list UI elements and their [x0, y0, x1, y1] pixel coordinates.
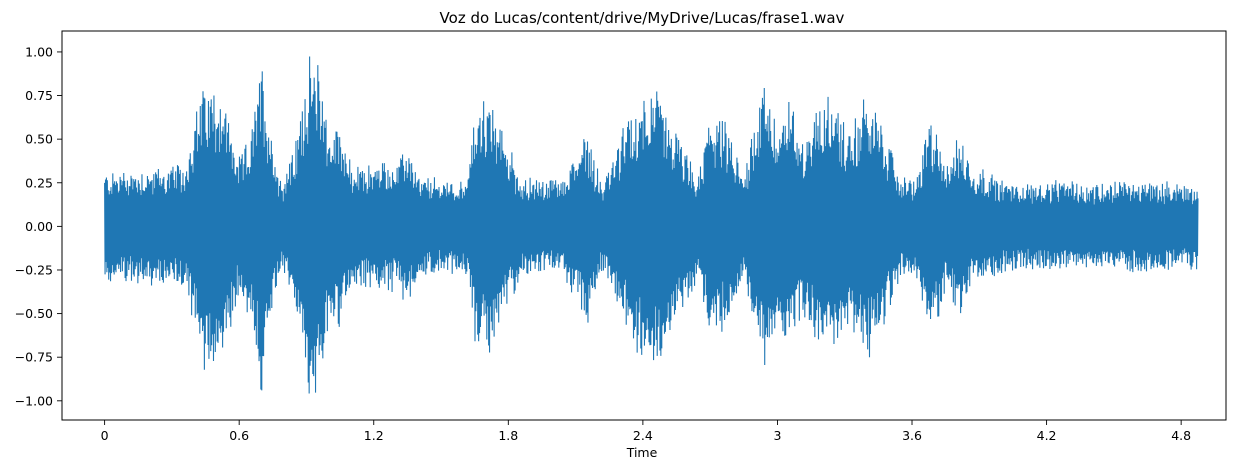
- axis-ticks: 0 0.6 1.2 1.8 2.4 3 3.6 4.2 4.8 −1.00 −0.75 −0.50 −0…: [15, 44, 1191, 443]
- x-tick-label: 1.2: [364, 428, 384, 443]
- x-axis-label: Time: [626, 445, 658, 460]
- x-tick-label: 3.6: [902, 428, 922, 443]
- chart-title: Voz do Lucas/content/drive/MyDrive/Lucas…: [440, 9, 845, 27]
- y-tick-label: −0.25: [15, 262, 53, 277]
- axes-frame: [61, 30, 1227, 421]
- y-tick-label: −0.75: [15, 350, 53, 365]
- y-tick-label: 0.25: [25, 175, 53, 190]
- x-tick-label: 1.8: [498, 428, 518, 443]
- y-tick-label: 0.75: [25, 88, 53, 103]
- x-tick-label: 3: [773, 428, 781, 443]
- x-tick-label: 4.2: [1037, 428, 1057, 443]
- x-tick-label: 0.6: [229, 428, 249, 443]
- y-tick-label: 0.50: [25, 132, 53, 147]
- x-tick-label: 2.4: [633, 428, 653, 443]
- plot-area: [104, 56, 1199, 394]
- y-tick-label: 1.00: [25, 44, 53, 59]
- waveform-series-line: [104, 56, 1199, 394]
- y-tick-label: −0.50: [15, 306, 53, 321]
- y-tick-label: 0.00: [25, 219, 53, 234]
- y-tick-label: −1.00: [15, 393, 53, 408]
- x-tick-label: 0: [101, 428, 109, 443]
- x-tick-label: 4.8: [1171, 428, 1191, 443]
